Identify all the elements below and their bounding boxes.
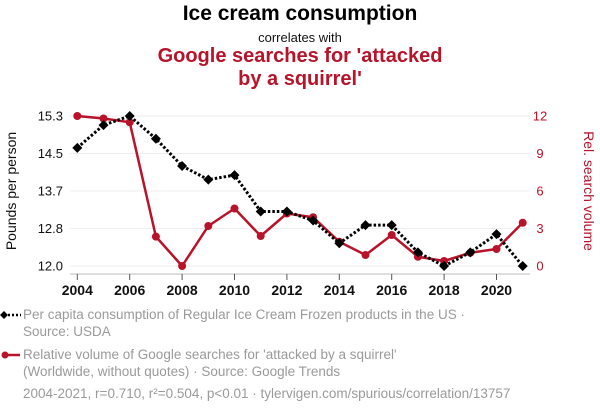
y-axis-right-label: Rel. search volume (581, 131, 597, 251)
footer-stats: 2004-2021, r=0.710, r²=0.504, p<0.01 · t… (23, 386, 511, 401)
y-right-tick-label: 12 (533, 109, 547, 124)
series-ice-cream-line (76, 114, 524, 268)
x-axis: 2004 2006 2008 2010 2012 2014 2016 2018 2020 (62, 273, 530, 298)
ice-cream-point (360, 220, 371, 231)
y-right-tick-label: 9 (536, 146, 543, 161)
ice-cream-point (229, 170, 240, 181)
ice-cream-point (124, 111, 135, 121)
x-tick-label: 2006 (114, 282, 145, 298)
search-volume-point (73, 112, 82, 120)
ice-cream-point (308, 215, 319, 226)
ice-cream-point (491, 229, 502, 240)
x-tick-label: 2004 (62, 282, 93, 298)
y-right-tick-label: 3 (536, 221, 543, 236)
ice-cream-point (281, 206, 292, 217)
ice-cream-point (72, 142, 83, 153)
search-volume-point (492, 245, 501, 253)
search-volume-point (178, 262, 187, 270)
y-axis-left-label: Pounds per person (3, 132, 19, 250)
ice-cream-point (334, 238, 345, 249)
ice-cream-point (203, 174, 214, 185)
search-volume-point (361, 251, 370, 259)
search-volume-point (204, 222, 213, 230)
search-volume-point (125, 118, 134, 127)
series-ice-cream (72, 111, 528, 271)
y-left-tick-label: 15.3 (38, 109, 63, 124)
chart-connector-text: correlates with (258, 30, 342, 45)
y-axis-right: 0 3 6 9 12 (533, 109, 547, 274)
chart-subtitle: Google searches for 'attacked by a squir… (0, 45, 600, 91)
search-volume-point (99, 114, 108, 123)
search-volume-point (387, 231, 396, 239)
ice-cream-point (386, 220, 397, 231)
legend-text-ice-cream-line2: Source: USDA (23, 324, 111, 339)
ice-cream-point (412, 247, 423, 258)
legend-swatch-ice-cream (0, 311, 21, 319)
y-left-tick-label: 13.7 (38, 184, 63, 199)
search-volume-point (518, 218, 527, 227)
x-tick-label: 2012 (271, 282, 302, 298)
gridlines (70, 115, 530, 267)
ice-cream-point (517, 261, 528, 271)
chart-title: Ice cream consumption (182, 2, 418, 25)
ice-cream-point (98, 120, 109, 131)
ice-cream-point (255, 206, 266, 217)
legend-text-ice-cream-line1: Per capita consumption of Regular Ice Cr… (23, 307, 465, 322)
search-volume-point (256, 232, 265, 240)
ice-cream-point (439, 261, 450, 271)
search-volume-point (151, 232, 160, 241)
ice-cream-point (150, 133, 161, 144)
legend-text-search-volume-line1: Relative volume of Google searches for '… (23, 347, 397, 362)
ice-cream-point (465, 247, 476, 258)
x-tick-label: 2018 (429, 282, 460, 298)
chart-subtitle-line1: Google searches for 'attacked (157, 45, 443, 67)
y-left-tick-label: 12.0 (38, 259, 63, 274)
ice-cream-point (177, 161, 188, 171)
chart-subtitle-line2: by a squirrel' (238, 68, 362, 90)
x-tick-label: 2016 (376, 282, 407, 298)
x-tick-label: 2008 (167, 282, 198, 298)
y-right-tick-label: 0 (536, 259, 543, 274)
legend-text-search-volume-line2: (Worldwide, without quotes) · Source: Go… (23, 364, 341, 379)
y-right-tick-label: 6 (536, 184, 543, 199)
x-tick-label: 2010 (219, 282, 250, 298)
search-volume-point (230, 204, 239, 213)
x-tick-label: 2014 (324, 282, 355, 298)
x-tick-label: 2020 (481, 282, 512, 298)
y-axis-left: 12.0 12.8 13.7 14.5 15.3 (38, 109, 63, 274)
y-left-tick-label: 14.5 (38, 146, 63, 161)
legend-swatch-search-volume (1, 351, 20, 359)
y-left-tick-label: 12.8 (38, 221, 63, 236)
